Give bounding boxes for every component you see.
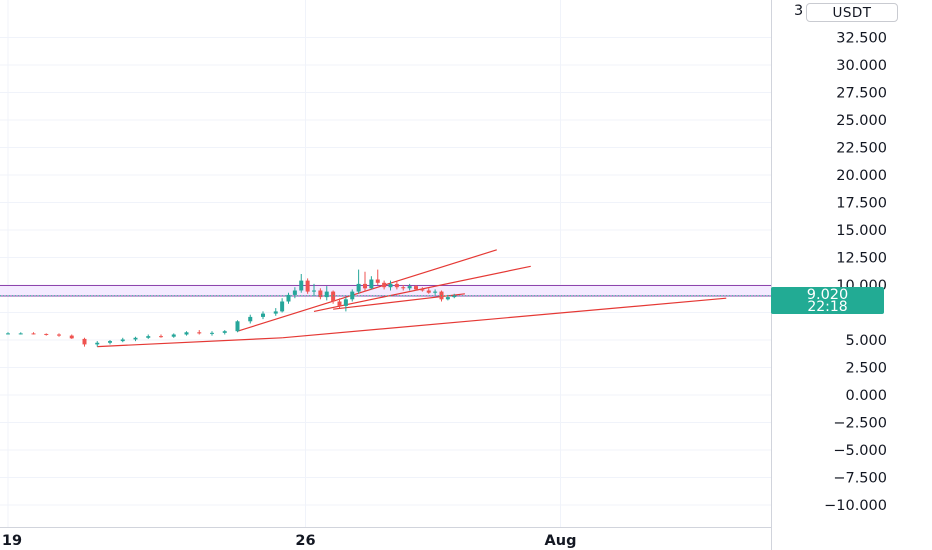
candle-body: [343, 299, 348, 306]
candle-body: [273, 311, 278, 314]
candle-body: [420, 289, 425, 291]
candle-body: [292, 290, 297, 295]
candle-body: [261, 313, 265, 317]
time-tick-label: 19: [2, 533, 22, 549]
candle-body: [299, 280, 304, 291]
candle-body: [171, 334, 176, 337]
price-tick-label: 2.500: [845, 361, 887, 377]
time-tick-label: 26: [295, 533, 315, 549]
grid-lines: [0, 0, 771, 527]
candle-body: [69, 335, 74, 339]
candle-body: [414, 286, 418, 290]
price-tick-label: 17.500: [836, 196, 887, 212]
candle-body: [18, 333, 23, 335]
price-tick-label: 27.500: [836, 86, 887, 102]
candle-body: [146, 336, 151, 338]
candle-body: [382, 282, 387, 288]
price-tick-label: 30.000: [836, 58, 887, 74]
clipped-top-label: 3: [794, 3, 803, 19]
candle-body: [210, 332, 214, 334]
candle-body: [184, 332, 189, 335]
candle-body: [305, 280, 310, 292]
candle-body: [401, 287, 406, 289]
price-scale[interactable]: 32.500 30.000 27.500 25.000 22.500 20.000 17.5…: [824, 31, 887, 515]
trendline: [97, 337, 283, 348]
candle-body: [312, 290, 316, 292]
candle-body: [318, 290, 323, 298]
currency-selector-button[interactable]: USDT: [806, 3, 898, 22]
candle-body: [248, 316, 253, 322]
candle-body: [108, 341, 112, 343]
candle-body: [324, 291, 329, 298]
price-tick-label: 32.500: [836, 31, 887, 47]
candle-body: [388, 283, 393, 288]
candle-body: [369, 279, 374, 289]
time-tick-label: Aug: [545, 533, 577, 549]
last-price-badge: 9.020 22:18: [771, 287, 884, 314]
price-tick-label: −7.500: [833, 471, 887, 487]
last-price-value: 9.020: [806, 287, 849, 303]
candle-body: [222, 331, 227, 333]
bar-countdown: 22:18: [807, 299, 848, 315]
candle-body: [286, 294, 291, 302]
trendline: [282, 297, 727, 339]
price-tick-label: −5.000: [833, 443, 887, 459]
trendline: [237, 249, 497, 332]
candle-body: [82, 338, 87, 345]
time-scale[interactable]: 19 26 Aug: [2, 533, 577, 549]
candle-body: [44, 333, 49, 335]
price-tick-label: 22.500: [836, 141, 887, 157]
candle-body: [452, 295, 457, 298]
candle-body: [356, 283, 361, 292]
currency-label: USDT: [832, 4, 872, 21]
candle-body: [95, 342, 100, 345]
candle-body: [407, 286, 412, 289]
price-tick-label: −10.000: [824, 498, 887, 514]
candle-body: [445, 297, 450, 300]
price-tick-label: 15.000: [836, 223, 887, 239]
candle-body: [159, 336, 163, 338]
candle-body: [433, 291, 438, 293]
candle-body: [350, 291, 355, 300]
candle-body: [375, 279, 380, 283]
candle-body: [337, 301, 342, 306]
candle-body: [426, 290, 431, 293]
candle-body: [31, 333, 36, 335]
candle-body: [6, 333, 10, 335]
candle-body: [133, 337, 138, 340]
candle-body: [197, 332, 202, 334]
price-tick-label: 25.000: [836, 113, 887, 129]
price-tick-label: 12.500: [836, 251, 887, 267]
candle-body: [394, 283, 399, 288]
candle-body: [120, 339, 125, 342]
candle-layer: [6, 269, 457, 347]
candle-body: [331, 291, 336, 302]
candle-body: [280, 301, 285, 312]
price-tick-label: −2.500: [833, 416, 887, 432]
price-tick-label: 5.000: [845, 333, 887, 349]
price-tick-label: 0.000: [845, 388, 887, 404]
candle-body: [57, 334, 61, 336]
candle-body: [235, 321, 240, 332]
price-tick-label: 20.000: [836, 168, 887, 184]
trendline-layer: [97, 249, 727, 348]
price-zone: [0, 285, 771, 296]
candle-body: [363, 283, 367, 289]
